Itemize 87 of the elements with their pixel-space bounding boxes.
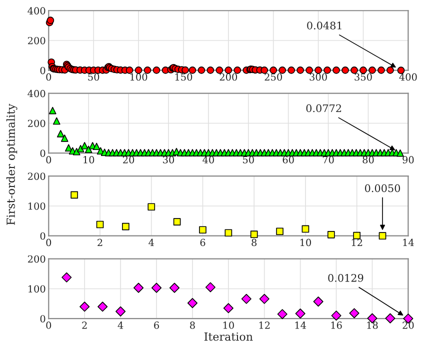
y-tick-label: 0: [40, 315, 46, 322]
point: [134, 282, 144, 293]
point: [241, 294, 252, 304]
point: [70, 191, 78, 199]
x-tick-label: 90: [402, 156, 414, 164]
x-tick-label: 14: [403, 238, 414, 246]
x-tick-label: 400: [399, 73, 417, 81]
x-tick-label: 0: [46, 238, 52, 246]
point: [173, 218, 181, 226]
y-tick-label: 400: [28, 7, 46, 14]
x-tick-label: 300: [310, 73, 327, 81]
y-tick-label: 200: [28, 120, 46, 128]
point: [199, 226, 206, 234]
x-tick-label: 60: [282, 156, 294, 164]
x-tick-label: 4: [118, 322, 124, 329]
point: [331, 310, 342, 321]
y-tick-label: 100: [28, 202, 46, 210]
x-tick-label: 12: [352, 238, 362, 246]
x-tick-label: 6: [200, 238, 206, 246]
x-tick-label: 100: [130, 73, 148, 81]
y-tick-label: 200: [28, 172, 46, 180]
point: [250, 230, 258, 238]
point: [353, 232, 361, 240]
y-tick-label: 0: [40, 232, 46, 240]
point: [313, 296, 324, 307]
x-tick-label: 50: [88, 73, 100, 81]
x-tick-label: 0: [46, 73, 52, 81]
point: [151, 282, 162, 293]
y-axis-title: First-order optimality: [6, 104, 18, 225]
y-tick-label: 0: [40, 150, 46, 157]
x-tick-label: 4: [148, 238, 154, 246]
x-tick-label: 70: [322, 156, 334, 164]
x-tick-label: 10: [84, 156, 94, 164]
point: [349, 308, 360, 318]
annotation: 0.0050: [364, 184, 400, 192]
x-tick-label: 150: [175, 73, 192, 81]
point: [62, 272, 72, 282]
x-tick-label: 40: [202, 156, 214, 164]
y-tick-label: 200: [28, 36, 46, 44]
point: [224, 229, 232, 237]
x-tick-label: 0: [46, 322, 52, 329]
point: [378, 232, 386, 240]
y-tick-label: 400: [28, 90, 46, 98]
point: [302, 225, 310, 233]
point: [205, 282, 216, 292]
point: [80, 302, 90, 312]
y-tick-label: 100: [28, 285, 46, 293]
point: [223, 303, 234, 314]
point: [327, 230, 335, 238]
x-tick-label: 16: [331, 322, 342, 329]
y-tick-label: 200: [28, 255, 46, 263]
point: [122, 222, 130, 230]
x-tick-label: 14: [295, 322, 306, 329]
x-tick-label: 200: [220, 73, 238, 81]
annotation: 0.0772: [306, 104, 342, 112]
x-tick-label: 2: [82, 322, 87, 329]
annotation: 0.0129: [328, 274, 364, 282]
x-tick-label: 12: [259, 322, 270, 329]
point: [169, 282, 180, 293]
x-tick-label: 80: [362, 156, 374, 164]
point: [276, 228, 284, 236]
point: [385, 313, 396, 324]
annotation: 0.0481: [307, 22, 342, 30]
point: [116, 306, 126, 316]
x-tick-label: 18: [367, 322, 378, 329]
x-tick-label: 30: [163, 156, 174, 164]
point: [187, 298, 198, 308]
point: [148, 203, 156, 211]
point: [98, 302, 108, 312]
x-tick-label: 20: [123, 156, 134, 164]
point: [259, 294, 270, 304]
x-axis-title: Iteration: [204, 332, 253, 341]
x-tick-label: 0: [46, 156, 52, 164]
x-tick-label: 50: [243, 156, 254, 164]
x-tick-label: 8: [190, 322, 195, 329]
point: [295, 308, 306, 319]
x-tick-label: 250: [264, 73, 282, 81]
x-tick-label: 10: [300, 238, 312, 246]
x-tick-label: 350: [354, 73, 372, 81]
x-tick-label: 6: [154, 322, 159, 329]
x-tick-label: 2: [98, 238, 102, 246]
y-tick-label: 0: [40, 66, 46, 74]
point: [277, 309, 288, 320]
x-tick-label: 10: [223, 322, 234, 329]
x-tick-label: 20: [402, 322, 414, 329]
point: [96, 220, 104, 228]
x-tick-label: 8: [252, 238, 257, 246]
